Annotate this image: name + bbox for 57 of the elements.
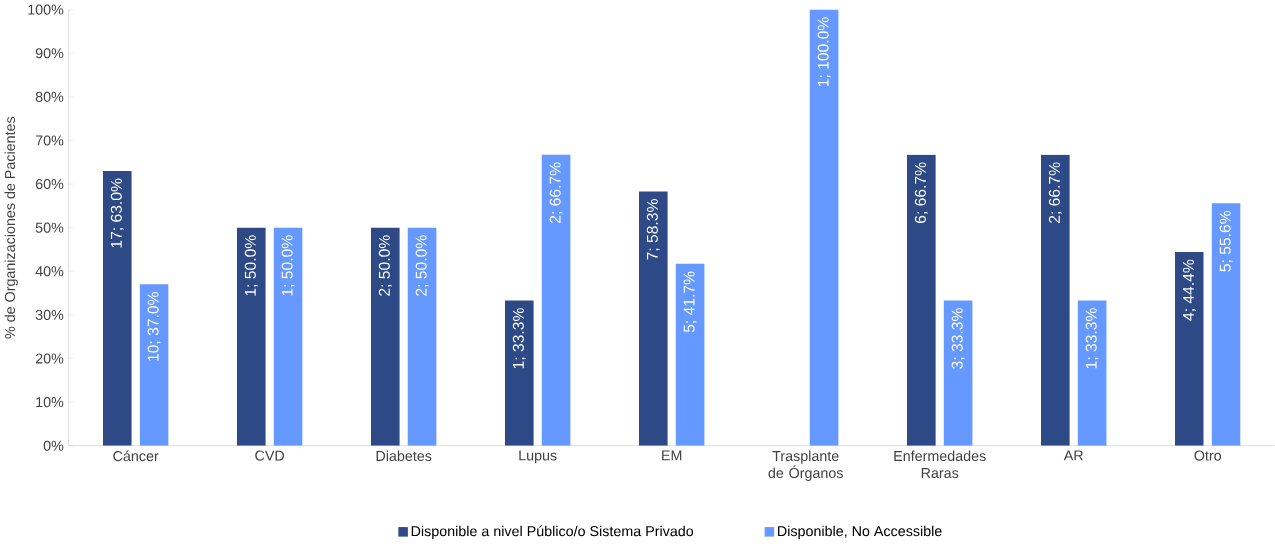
x-tick-label: Trasplante de Órganos [768,450,843,482]
bar [504,300,534,446]
bar [407,227,437,446]
bar [1175,252,1204,446]
data-label: 7; 58.3% [646,199,660,260]
data-label: 2; 50.0% [378,235,392,297]
y-tick-label: 10% [36,397,64,408]
data-label: 10; 37.0% [147,292,161,362]
bar [1077,300,1107,446]
y-tick-label: 40% [35,266,64,277]
x-tick-label: CVD [255,450,285,461]
data-label: 1; 50.0% [281,235,295,296]
y-tick-label: 90% [35,48,64,59]
bar [638,191,668,446]
y-tick-label: 20% [35,353,64,364]
y-tick-label: 50% [35,222,64,233]
data-label: 5; 55.6% [1219,211,1233,272]
bar [370,227,400,446]
bar [236,227,266,446]
bar [809,9,839,446]
data-label: 1; 100.0% [817,17,831,87]
x-tick-label: Diabetes [376,450,432,462]
legend-label: Disponible a nivel Público/o Sistema Privado [411,525,694,540]
bar [139,284,169,446]
data-label: 1; 33.3% [1085,308,1099,369]
bar [1211,203,1241,446]
bar [675,264,705,446]
data-label: 2; 66.7% [1048,162,1062,224]
y-tick-label: 100% [28,4,64,15]
data-label: 1; 50.0% [244,235,258,296]
data-label: 3; 33.3% [951,308,965,370]
data-label: 4; 44.4% [1182,259,1196,321]
data-label: 6; 66.7% [914,162,928,224]
data-label: 1; 33.3% [512,308,526,369]
legend-label: Disponible, No Accessible [778,525,942,540]
x-tick-label: EM [662,450,682,461]
data-label: 2; 66.7% [549,162,563,224]
data-label: 2; 50.0% [415,235,429,297]
data-label: 5; 41.7% [683,271,697,333]
x-tick-label: Cáncer [113,450,159,462]
bar [102,171,132,446]
bar [1041,155,1070,446]
bar [273,227,303,446]
y-tick-label: 80% [35,91,64,103]
y-tick-label: 0% [43,440,64,451]
x-tick-label: Enfermedades Raras [894,450,986,479]
bar [907,155,936,446]
y-tick-label: 70% [35,135,64,146]
bar [541,155,571,446]
y-axis-title: % de Organizaciones de Pacientes [4,117,18,339]
bar [943,300,973,446]
y-tick-label: 60% [35,179,64,190]
x-tick-label: Otro [1194,450,1222,461]
x-tick-label: Lupus [519,450,557,464]
data-label: 17; 63.0% [110,178,124,248]
x-tick-label: AR [1063,450,1083,461]
y-tick-label: 30% [35,310,64,321]
